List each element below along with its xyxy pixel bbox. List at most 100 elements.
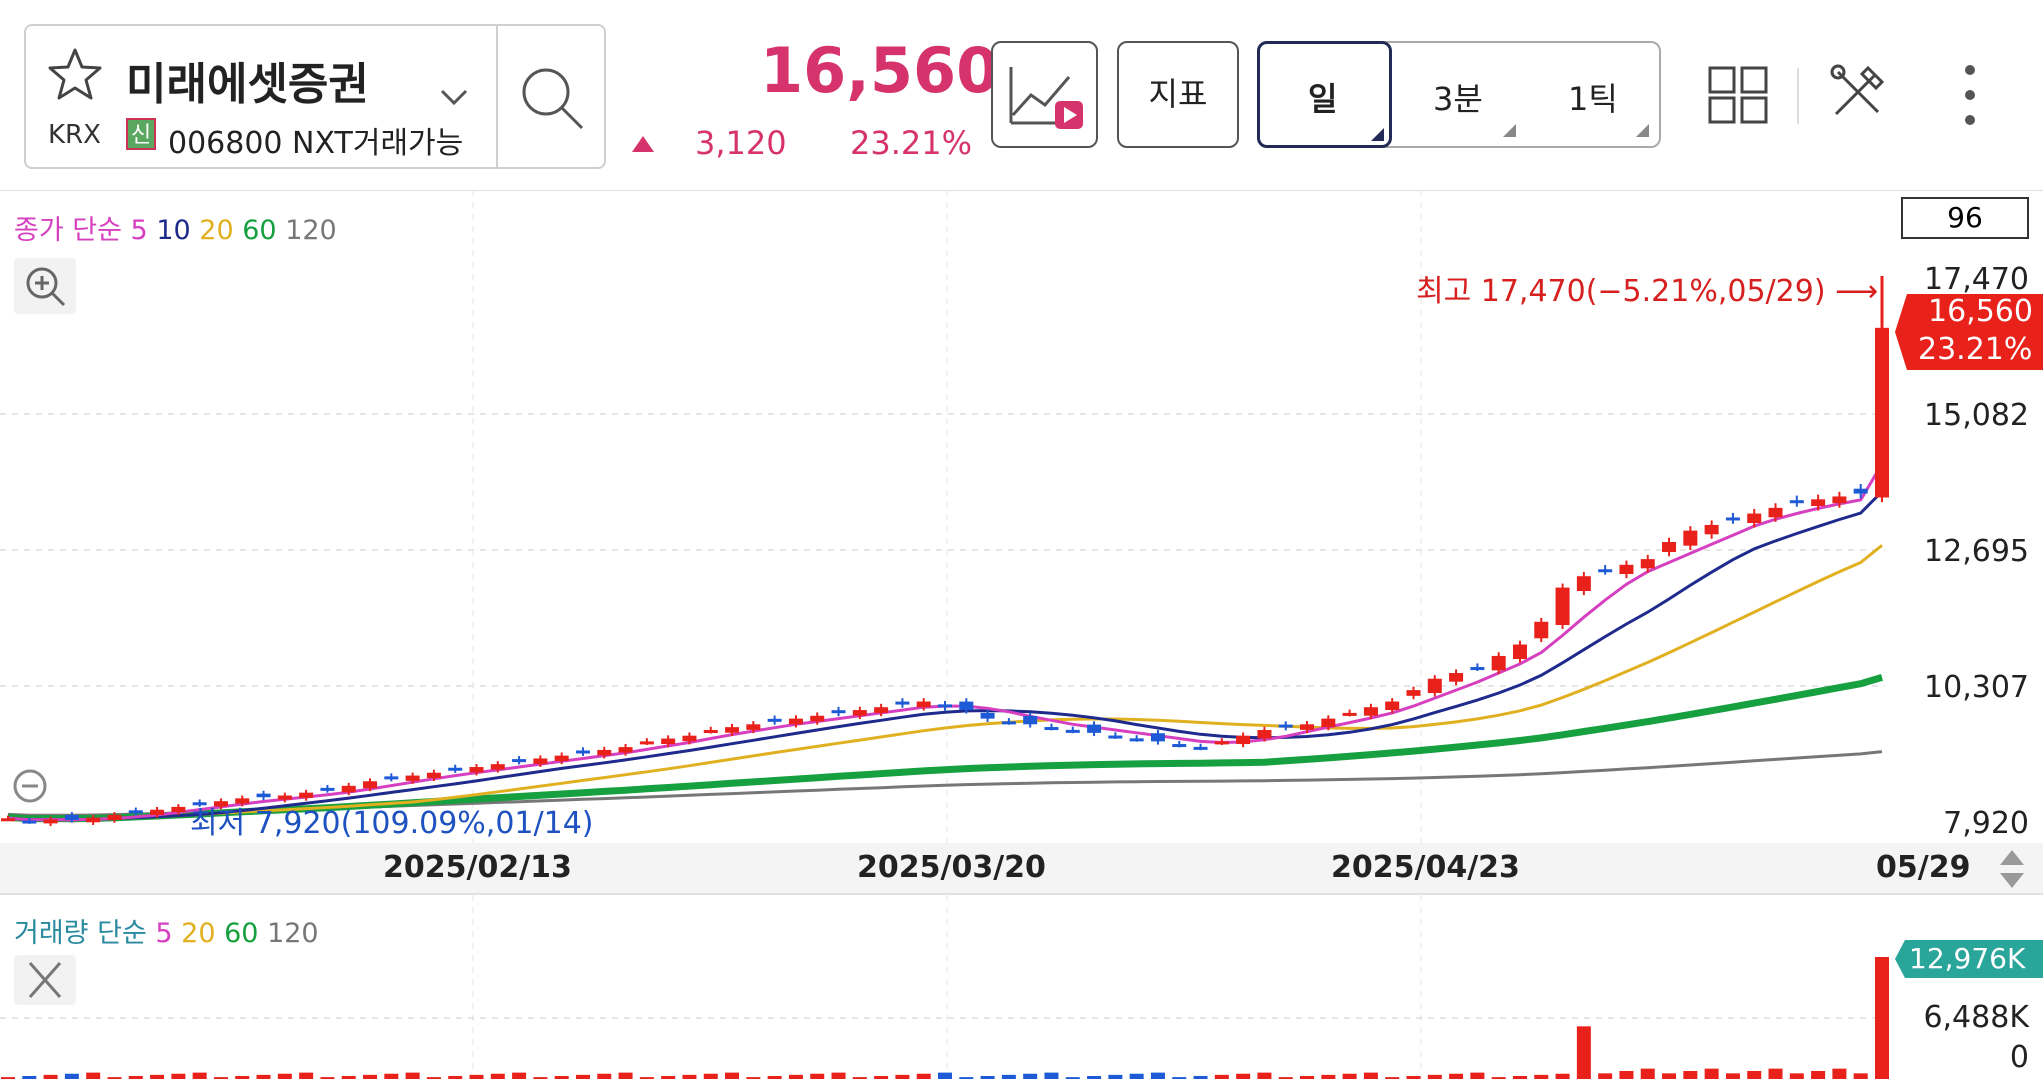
candle-body	[150, 809, 165, 815]
candle-body	[490, 764, 505, 770]
candle-body	[938, 704, 952, 708]
candle-body	[1278, 724, 1293, 728]
candle-body	[1363, 707, 1378, 716]
candle-body	[1342, 712, 1357, 716]
volume-bar	[1150, 1072, 1165, 1079]
volume-bar	[1363, 1072, 1378, 1079]
tools-icon[interactable]	[1826, 62, 1888, 124]
ma-120: 120	[285, 215, 337, 246]
candle-body	[1023, 715, 1038, 725]
candle-body	[1385, 701, 1400, 711]
candle-body	[448, 767, 463, 771]
zoom-out-icon[interactable]	[10, 766, 50, 806]
candle-body	[107, 814, 122, 820]
volume-bar	[490, 1073, 505, 1079]
volume-bar	[1427, 1074, 1442, 1079]
volume-bar	[277, 1073, 292, 1079]
star-icon[interactable]	[46, 46, 104, 104]
zoom-in-icon[interactable]	[14, 258, 76, 314]
volume-tag: 12,976K	[1909, 942, 2026, 975]
y-label-0: 17,470	[1924, 262, 2029, 297]
volume-bar	[1321, 1074, 1336, 1079]
y-label-1: 15,082	[1924, 398, 2029, 433]
candle-body	[171, 806, 186, 813]
volume-bar	[1512, 1075, 1527, 1079]
volume-bar	[1172, 1077, 1187, 1079]
candle-body	[1236, 735, 1251, 745]
period-day-selected[interactable]	[1257, 41, 1392, 148]
candle-body	[1875, 327, 1889, 498]
volume-bar	[1278, 1077, 1293, 1079]
stock-name[interactable]: 미래에셋증권	[126, 59, 369, 110]
candle-body	[1470, 667, 1485, 671]
grid-layout-icon[interactable]	[1708, 66, 1768, 124]
toolbar-divider	[1797, 68, 1799, 124]
ma-60: 60	[242, 215, 277, 246]
chart-play-icon	[1009, 67, 1083, 129]
volume-tag-bg	[1895, 940, 2043, 978]
count-box[interactable]: 96	[1901, 197, 2029, 239]
volume-bar	[597, 1073, 612, 1079]
candle-body	[1321, 718, 1336, 728]
vma-60: 60	[224, 918, 259, 949]
volume-bar	[1, 1077, 15, 1079]
candle-body	[1427, 678, 1442, 694]
candle-body	[22, 820, 37, 824]
candle-body	[1, 818, 15, 822]
change-percent: 23.21%	[850, 124, 973, 162]
chevron-down-icon[interactable]	[439, 88, 469, 106]
candle-body	[1534, 621, 1549, 639]
candle-body	[1768, 507, 1783, 518]
volume-bar	[469, 1074, 484, 1079]
volume-bar	[788, 1074, 803, 1079]
volume-bar	[1385, 1077, 1400, 1079]
top-bar: 미래에셋증권 KRX 신 006800 NXT거래가능 16,560 3,120…	[0, 0, 2043, 191]
volume-legend-prefix: 거래량 단순	[14, 918, 147, 949]
candle-body	[235, 798, 250, 804]
candle-body	[1214, 741, 1229, 745]
period-day-corner	[1371, 128, 1384, 141]
close-icon[interactable]	[14, 955, 76, 1005]
indicator-button[interactable]: 지표	[1117, 41, 1239, 148]
candle-body	[1747, 513, 1762, 523]
volume-bar	[320, 1077, 335, 1079]
volume-bar	[299, 1072, 314, 1079]
volume-bar	[1193, 1075, 1208, 1079]
candle-body	[256, 793, 271, 798]
stock-selector[interactable]: 미래에셋증권 KRX 신 006800 NXT거래가능	[24, 24, 606, 169]
divider	[496, 26, 498, 167]
candle-body	[980, 712, 995, 719]
volume-bar	[1875, 957, 1889, 1079]
chart-play-button[interactable]	[991, 41, 1098, 148]
volume-bar	[1811, 1071, 1826, 1079]
volume-bar	[405, 1072, 420, 1079]
volume-bar	[363, 1074, 378, 1079]
volume-bar	[554, 1075, 569, 1079]
indicator-label: 지표	[1148, 75, 1208, 113]
candle-body	[1406, 690, 1421, 696]
volume-bar	[1747, 1071, 1762, 1079]
volume-bar	[1023, 1073, 1038, 1079]
price-tag: 16,560	[1928, 294, 2033, 329]
ma-20: 20	[199, 215, 234, 246]
volume-bar	[1257, 1072, 1272, 1079]
volume-bar	[1129, 1073, 1144, 1079]
date-label-2: 2025/04/23	[1331, 850, 1520, 885]
more-options-icon[interactable]	[1962, 62, 1978, 128]
period-3min[interactable]: 3분	[1433, 80, 1483, 118]
price-chart[interactable]	[0, 190, 2043, 843]
volume-bar	[916, 1073, 931, 1079]
candle-body	[1853, 488, 1868, 494]
period-1tick[interactable]: 1틱	[1568, 80, 1618, 118]
volume-ma-legend: 거래량 단순 5 20 60 120	[14, 911, 319, 950]
period-day[interactable]: 일	[1308, 80, 1338, 118]
volume-bar	[1662, 1073, 1677, 1079]
volume-bar	[1640, 1068, 1655, 1079]
candle-body	[64, 814, 79, 820]
scroll-arrows-icon[interactable]	[1997, 848, 2027, 890]
candle-body	[618, 747, 633, 753]
candle-body	[1725, 517, 1740, 521]
volume-bar	[1001, 1074, 1016, 1079]
volume-chart[interactable]	[0, 895, 2043, 1079]
search-icon[interactable]	[516, 62, 588, 134]
